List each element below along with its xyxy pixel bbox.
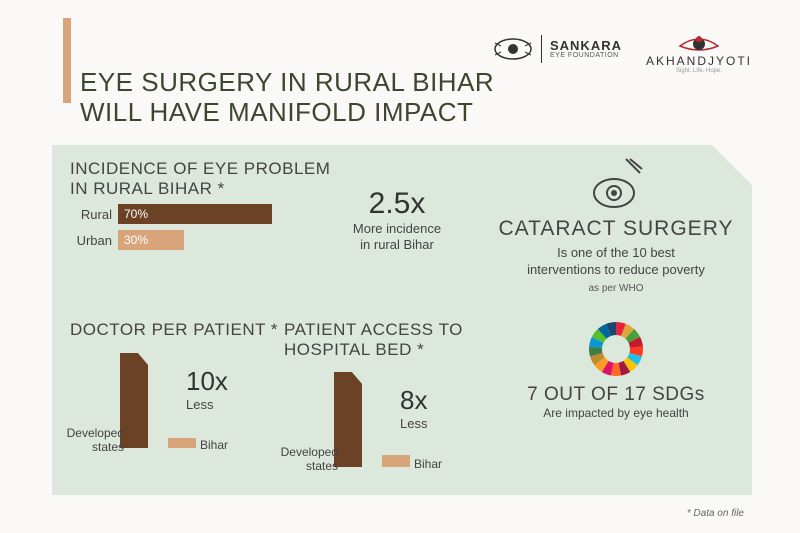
hbar-label: Urban — [70, 233, 118, 248]
patient-multiplier: 8x — [400, 385, 427, 416]
accent-bar — [63, 18, 71, 103]
incidence-multiplier: 2.5x — [332, 187, 462, 221]
patient-label-bihar: Bihar — [414, 457, 442, 471]
logo-divider — [541, 35, 542, 63]
logo-akhand-name: AKHANDJYOTI — [646, 54, 752, 68]
cataract-text: Is one of the 10 bestinterventions to re… — [492, 245, 740, 279]
cataract-surgery-icon — [586, 155, 646, 213]
flame-eye-icon — [672, 24, 726, 54]
cataract-source: as per WHO — [492, 283, 740, 294]
header: SANKARA EYE FOUNDATION AKHANDJYOTI Sight… — [0, 0, 800, 74]
logo-sankara: SANKARA EYE FOUNDATION — [493, 35, 622, 63]
doctor-bar-bihar — [168, 438, 196, 448]
hbar: 30% — [118, 230, 184, 250]
doctor-heading: DOCTOR PER PATIENT * — [70, 320, 295, 340]
hbar: 70% — [118, 204, 272, 224]
sdg-title: 7 OUT OF 17 SDGs — [492, 384, 740, 406]
patient-section: PATIENT ACCESS TOHOSPITAL BED * Develope… — [284, 320, 509, 467]
logo-sankara-name: SANKARA — [550, 39, 622, 52]
sdg-wheel-icon — [587, 320, 645, 378]
doctor-bar-developed — [120, 353, 148, 448]
logo-sankara-sub: EYE FOUNDATION — [550, 52, 622, 59]
patient-callout-text: Less — [400, 416, 427, 432]
hbar-label: Rural — [70, 207, 118, 222]
doctor-callout-text: Less — [186, 397, 228, 413]
logo-akhand: AKHANDJYOTI Sight. Life. Hope. — [646, 24, 752, 74]
patient-heading: PATIENT ACCESS TOHOSPITAL BED * — [284, 320, 509, 359]
content-panel: INCIDENCE OF EYE PROBLEMIN RURAL BIHAR *… — [52, 145, 752, 495]
patient-bar-developed — [334, 372, 362, 467]
doctor-chart: Developed states Bihar 10x Less — [70, 348, 295, 448]
logo-akhand-sub: Sight. Life. Hope. — [646, 68, 752, 74]
doctor-multiplier: 10x — [186, 366, 228, 397]
footnote: * Data on file — [687, 508, 744, 519]
incidence-callout-text: More incidencein rural Bihar — [332, 221, 462, 252]
sdg-text: Are impacted by eye health — [492, 406, 740, 420]
incidence-callout: 2.5x More incidencein rural Bihar — [332, 187, 462, 252]
page-title: EYE SURGERY IN RURAL BIHARWILL HAVE MANI… — [80, 68, 494, 128]
eye-icon — [493, 37, 533, 61]
patient-bar-bihar — [382, 455, 410, 467]
patient-label-developed: Developed states — [280, 445, 338, 473]
cataract-title: CATARACT SURGERY — [492, 217, 740, 241]
doctor-label-bihar: Bihar — [200, 438, 228, 452]
doctor-section: DOCTOR PER PATIENT * Developed states Bi… — [70, 320, 295, 448]
right-column: CATARACT SURGERY Is one of the 10 bestin… — [492, 155, 740, 420]
patient-chart: Developed states Bihar 8x Less — [284, 367, 509, 467]
doctor-label-developed: Developed states — [66, 426, 124, 454]
